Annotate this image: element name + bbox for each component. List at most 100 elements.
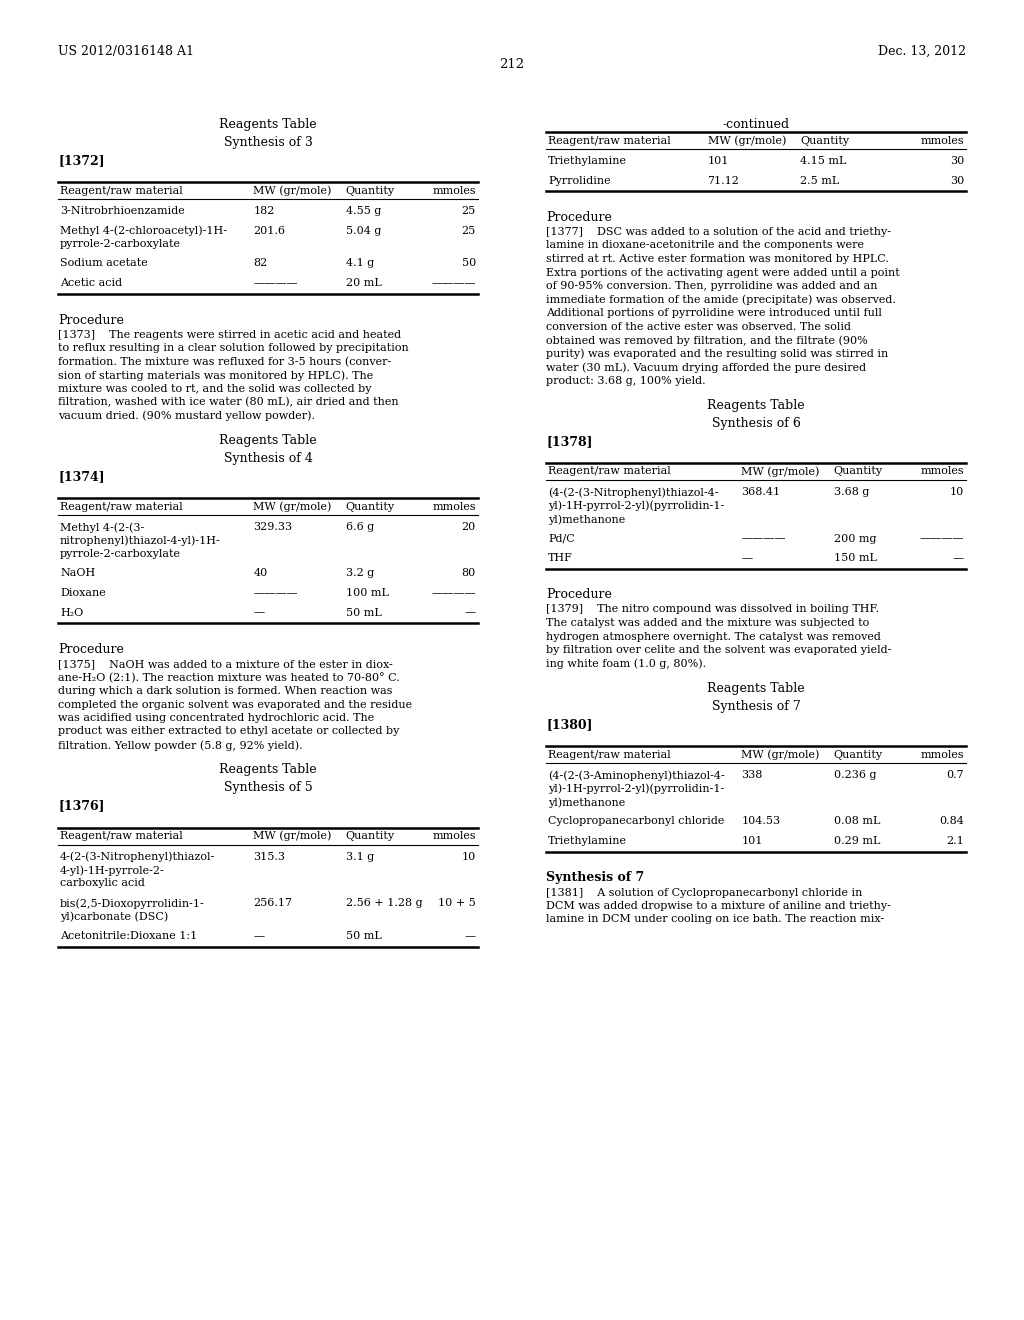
Text: -continued: -continued bbox=[723, 117, 790, 131]
Text: [1378]: [1378] bbox=[546, 436, 593, 447]
Text: 101: 101 bbox=[708, 156, 729, 166]
Text: mixture was cooled to rt, and the solid was collected by: mixture was cooled to rt, and the solid … bbox=[58, 384, 372, 393]
Text: vacuum dried. (90% mustard yellow powder).: vacuum dried. (90% mustard yellow powder… bbox=[58, 411, 315, 421]
Text: obtained was removed by filtration, and the filtrate (90%: obtained was removed by filtration, and … bbox=[546, 335, 867, 346]
Text: Triethylamine: Triethylamine bbox=[548, 836, 627, 846]
Text: bis(2,5-Dioxopyrrolidin-1-: bis(2,5-Dioxopyrrolidin-1- bbox=[60, 898, 205, 908]
Text: immediate formation of the amide (precipitate) was observed.: immediate formation of the amide (precip… bbox=[546, 294, 896, 305]
Text: Procedure: Procedure bbox=[546, 589, 612, 602]
Text: 4-yl)-1H-pyrrole-2-: 4-yl)-1H-pyrrole-2- bbox=[60, 865, 165, 875]
Text: MW (gr/mole): MW (gr/mole) bbox=[741, 466, 819, 477]
Text: US 2012/0316148 A1: US 2012/0316148 A1 bbox=[58, 45, 194, 58]
Text: Pd/C: Pd/C bbox=[548, 533, 574, 544]
Text: 104.53: 104.53 bbox=[741, 817, 780, 826]
Text: 3.68 g: 3.68 g bbox=[834, 487, 869, 498]
Text: 2.56 + 1.28 g: 2.56 + 1.28 g bbox=[346, 898, 422, 908]
Text: 4.55 g: 4.55 g bbox=[346, 206, 381, 216]
Text: 2.5 mL: 2.5 mL bbox=[800, 176, 840, 186]
Text: (4-(2-(3-Nitrophenyl)thiazol-4-: (4-(2-(3-Nitrophenyl)thiazol-4- bbox=[548, 487, 719, 498]
Text: ing white foam (1.0 g, 80%).: ing white foam (1.0 g, 80%). bbox=[546, 659, 707, 669]
Text: Quantity: Quantity bbox=[800, 136, 849, 145]
Text: 256.17: 256.17 bbox=[253, 898, 292, 908]
Text: 0.7: 0.7 bbox=[946, 770, 964, 780]
Text: —: — bbox=[465, 607, 476, 618]
Text: 3.1 g: 3.1 g bbox=[346, 851, 374, 862]
Text: 50: 50 bbox=[462, 259, 476, 268]
Text: mmoles: mmoles bbox=[921, 750, 964, 759]
Text: MW (gr/mole): MW (gr/mole) bbox=[253, 830, 332, 841]
Text: [1379]    The nitro compound was dissolved in boiling THF.: [1379] The nitro compound was dissolved … bbox=[546, 605, 879, 615]
Text: Synthesis of 7: Synthesis of 7 bbox=[712, 700, 801, 713]
Text: MW (gr/mole): MW (gr/mole) bbox=[253, 185, 332, 195]
Text: 5.04 g: 5.04 g bbox=[346, 226, 381, 235]
Text: Procedure: Procedure bbox=[58, 314, 124, 326]
Text: [1380]: [1380] bbox=[546, 718, 593, 731]
Text: 4.15 mL: 4.15 mL bbox=[800, 156, 847, 166]
Text: —: — bbox=[741, 553, 753, 564]
Text: Synthesis of 7: Synthesis of 7 bbox=[546, 871, 644, 884]
Text: carboxylic acid: carboxylic acid bbox=[60, 879, 144, 888]
Text: Reagents Table: Reagents Table bbox=[219, 763, 316, 776]
Text: 182: 182 bbox=[253, 206, 274, 216]
Text: 0.84: 0.84 bbox=[939, 817, 964, 826]
Text: during which a dark solution is formed. When reaction was: during which a dark solution is formed. … bbox=[58, 686, 392, 696]
Text: 80: 80 bbox=[462, 569, 476, 578]
Text: 0.29 mL: 0.29 mL bbox=[834, 836, 880, 846]
Text: ane-H₂O (2:1). The reaction mixture was heated to 70-80° C.: ane-H₂O (2:1). The reaction mixture was … bbox=[58, 672, 399, 684]
Text: 30: 30 bbox=[949, 176, 964, 186]
Text: 50 mL: 50 mL bbox=[346, 931, 381, 941]
Text: Methyl 4-(2-(3-: Methyl 4-(2-(3- bbox=[60, 521, 144, 532]
Text: to reflux resulting in a clear solution followed by precipitation: to reflux resulting in a clear solution … bbox=[58, 343, 409, 352]
Text: completed the organic solvent was evaporated and the residue: completed the organic solvent was evapor… bbox=[58, 700, 412, 710]
Text: ————: ———— bbox=[431, 279, 476, 288]
Text: NaOH: NaOH bbox=[60, 569, 95, 578]
Text: Reagents Table: Reagents Table bbox=[708, 682, 805, 696]
Text: nitrophenyl)thiazol-4-yl)-1H-: nitrophenyl)thiazol-4-yl)-1H- bbox=[60, 536, 221, 546]
Text: Procedure: Procedure bbox=[546, 211, 612, 224]
Text: water (30 mL). Vacuum drying afforded the pure desired: water (30 mL). Vacuum drying afforded th… bbox=[546, 362, 866, 372]
Text: 10 + 5: 10 + 5 bbox=[438, 898, 476, 908]
Text: MW (gr/mole): MW (gr/mole) bbox=[253, 502, 332, 512]
Text: 100 mL: 100 mL bbox=[346, 587, 388, 598]
Text: 30: 30 bbox=[949, 156, 964, 166]
Text: ————: ———— bbox=[253, 587, 298, 598]
Text: Reagents Table: Reagents Table bbox=[219, 117, 316, 131]
Text: 25: 25 bbox=[462, 226, 476, 235]
Text: filtration, washed with ice water (80 mL), air dried and then: filtration, washed with ice water (80 mL… bbox=[58, 397, 398, 408]
Text: Quantity: Quantity bbox=[834, 750, 883, 759]
Text: ————: ———— bbox=[431, 587, 476, 598]
Text: 3.2 g: 3.2 g bbox=[346, 569, 374, 578]
Text: Dec. 13, 2012: Dec. 13, 2012 bbox=[878, 45, 966, 58]
Text: 368.41: 368.41 bbox=[741, 487, 780, 498]
Text: 338: 338 bbox=[741, 770, 763, 780]
Text: [1372]: [1372] bbox=[58, 154, 104, 168]
Text: 315.3: 315.3 bbox=[253, 851, 286, 862]
Text: Acetonitrile:Dioxane 1:1: Acetonitrile:Dioxane 1:1 bbox=[60, 931, 198, 941]
Text: [1377]    DSC was added to a solution of the acid and triethy-: [1377] DSC was added to a solution of th… bbox=[546, 227, 891, 238]
Text: [1375]    NaOH was added to a mixture of the ester in diox-: [1375] NaOH was added to a mixture of th… bbox=[58, 659, 393, 669]
Text: 82: 82 bbox=[253, 259, 267, 268]
Text: 10: 10 bbox=[462, 851, 476, 862]
Text: Quantity: Quantity bbox=[346, 832, 394, 841]
Text: Acetic acid: Acetic acid bbox=[60, 279, 122, 288]
Text: 4.1 g: 4.1 g bbox=[346, 259, 374, 268]
Text: 20 mL: 20 mL bbox=[346, 279, 381, 288]
Text: 4-(2-(3-Nitrophenyl)thiazol-: 4-(2-(3-Nitrophenyl)thiazol- bbox=[60, 851, 215, 862]
Text: [1376]: [1376] bbox=[58, 800, 104, 813]
Text: purity) was evaporated and the resulting solid was stirred in: purity) was evaporated and the resulting… bbox=[546, 348, 888, 359]
Text: yl)carbonate (DSC): yl)carbonate (DSC) bbox=[60, 912, 168, 923]
Text: [1373]    The reagents were stirred in acetic acid and heated: [1373] The reagents were stirred in acet… bbox=[58, 330, 401, 339]
Text: Reagent/raw material: Reagent/raw material bbox=[548, 136, 671, 145]
Text: [1374]: [1374] bbox=[58, 470, 104, 483]
Text: ————: ———— bbox=[253, 279, 298, 288]
Text: MW (gr/mole): MW (gr/mole) bbox=[708, 135, 786, 145]
Text: THF: THF bbox=[548, 553, 572, 564]
Text: 25: 25 bbox=[462, 206, 476, 216]
Text: yl)-1H-pyrrol-2-yl)(pyrrolidin-1-: yl)-1H-pyrrol-2-yl)(pyrrolidin-1- bbox=[548, 784, 724, 795]
Text: lamine in DCM under cooling on ice bath. The reaction mix-: lamine in DCM under cooling on ice bath.… bbox=[546, 915, 884, 924]
Text: Quantity: Quantity bbox=[834, 466, 883, 477]
Text: Cyclopropanecarbonyl chloride: Cyclopropanecarbonyl chloride bbox=[548, 817, 724, 826]
Text: pyrrole-2-carboxylate: pyrrole-2-carboxylate bbox=[60, 239, 181, 249]
Text: Additional portions of pyrrolidine were introduced until full: Additional portions of pyrrolidine were … bbox=[546, 308, 882, 318]
Text: yl)methanone: yl)methanone bbox=[548, 797, 626, 808]
